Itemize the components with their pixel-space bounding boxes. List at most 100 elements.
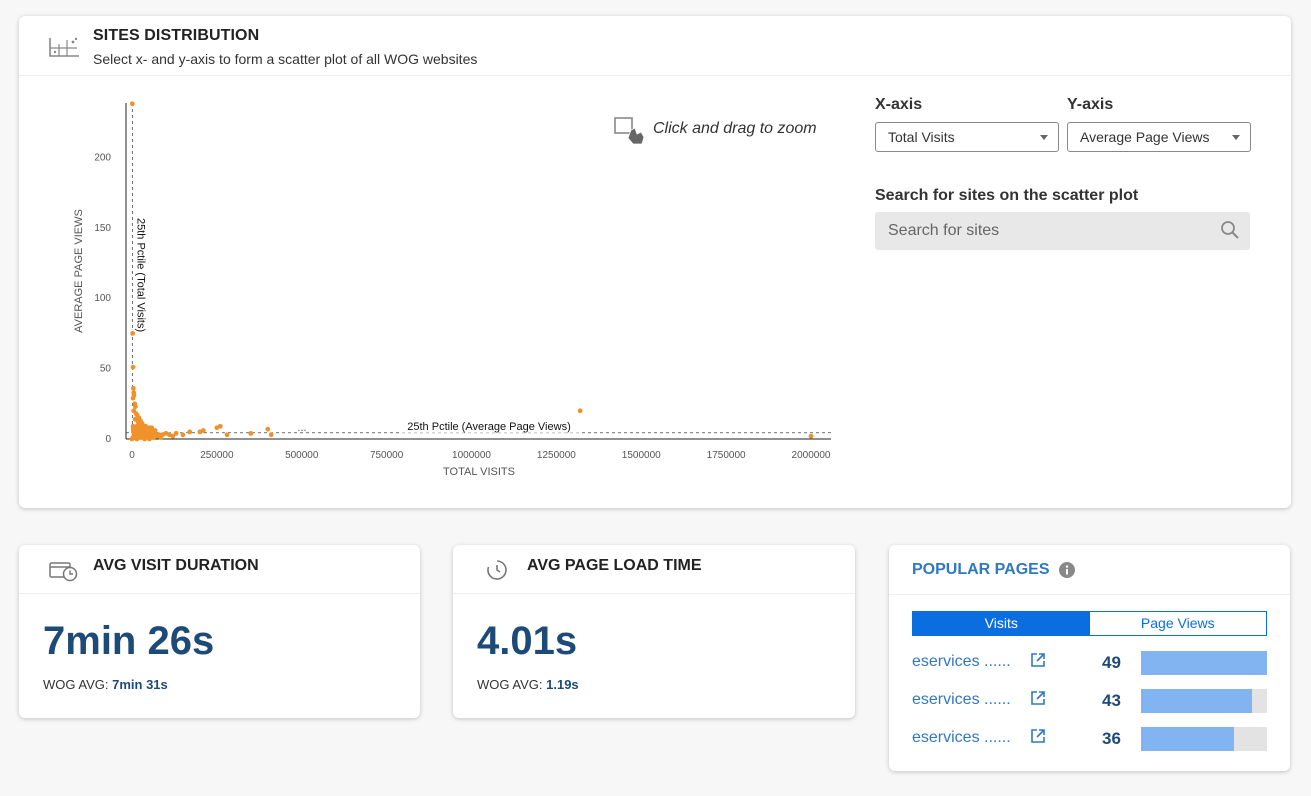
- y-tick-label: 50: [100, 364, 112, 375]
- x-tick-label: 250000: [200, 450, 234, 461]
- scatter-point: [135, 423, 141, 429]
- popular-page-bar-fill: [1141, 651, 1267, 675]
- avg-page-load-time-card: AVG PAGE LOAD TIME 4.01s WOG AVG: 1.19s: [453, 545, 855, 718]
- x-tick-label: 0: [129, 450, 135, 461]
- wog-avg-label: WOG AVG:: [43, 677, 109, 692]
- scatter-point: [173, 430, 179, 436]
- popular-page-bar-track: [1141, 727, 1267, 751]
- scatter-point: [130, 330, 136, 336]
- y-tick-label: 200: [94, 152, 111, 163]
- scatter-point: [152, 428, 158, 433]
- popular-pages-tabs: Visits Page Views: [912, 611, 1267, 636]
- external-link-icon[interactable]: [1030, 652, 1046, 668]
- avg-visit-duration-title: AVG VISIT DURATION: [93, 557, 259, 574]
- scatter-point: [808, 433, 814, 439]
- x-tick-label: 1000000: [452, 450, 491, 461]
- scatter-point: [130, 385, 136, 391]
- popular-page-bar-fill: [1141, 689, 1252, 713]
- wog-avg-page-load-time: WOG AVG: 1.19s: [477, 677, 579, 692]
- scatter-point: [134, 433, 140, 439]
- scatter-point: [130, 395, 136, 401]
- x-tick-label: 500000: [285, 450, 319, 461]
- avg-page-load-time-header: AVG PAGE LOAD TIME: [453, 545, 855, 594]
- scatter-point: [136, 428, 142, 433]
- scatter-point: [187, 429, 193, 435]
- y-axis-label: Y-axis: [1067, 96, 1114, 113]
- x-axis-select[interactable]: Total Visits: [875, 122, 1059, 152]
- x-tick-label: 1250000: [537, 450, 576, 461]
- scatter-point: [132, 429, 138, 435]
- ref-label-bg: [399, 419, 579, 433]
- popular-pages-title: POPULAR PAGES: [912, 561, 1050, 578]
- search-sites-input[interactable]: [875, 212, 1215, 250]
- x-tick-label: 1750000: [707, 450, 746, 461]
- scatter-point: [158, 435, 164, 440]
- avg-visit-duration-header: AVG VISIT DURATION: [19, 545, 420, 594]
- scatter-point: [138, 432, 143, 438]
- tab-page-views[interactable]: Page Views: [1089, 612, 1266, 635]
- scatter-point: [180, 432, 186, 438]
- browser-clock-icon: [49, 562, 78, 582]
- popular-page-value: 36: [1102, 729, 1121, 748]
- scatter-point: [132, 416, 138, 422]
- popular-page-bar-track: [1141, 689, 1267, 713]
- scatter-point: [143, 423, 149, 429]
- popular-page-bar-fill: [1141, 727, 1234, 751]
- history-clock-icon: [487, 560, 507, 580]
- external-link-icon[interactable]: [1030, 690, 1046, 706]
- ref-label-total-visits: 25th Pctile (Total Visits): [134, 218, 146, 332]
- popular-page-value: 43: [1102, 691, 1121, 710]
- scatter-point: [224, 432, 230, 438]
- x-tick-label: 750000: [370, 450, 404, 461]
- scatter-point: [200, 428, 206, 433]
- chevron-down-icon: [1040, 135, 1048, 140]
- scatter-point: [268, 432, 274, 438]
- scatter-point: [145, 432, 151, 438]
- avg-visit-duration-value: 7min 26s: [43, 619, 215, 663]
- popular-page-row: eservices ...... 43: [912, 688, 1267, 714]
- popular-page-link[interactable]: eservices ......: [912, 691, 1011, 708]
- drag-zoom-icon: [614, 117, 645, 145]
- x-axis-select-value: Total Visits: [888, 129, 955, 145]
- y-tick-label: 0: [105, 434, 111, 445]
- scatter-point: [132, 404, 138, 410]
- wog-avg-visit-duration: WOG AVG: 7min 31s: [43, 677, 168, 692]
- scatter-plot[interactable]: 0 250000 500000 750000 1000000 1250000 1500000…: [19, 76, 849, 506]
- search-icon[interactable]: [1220, 220, 1240, 240]
- scatter-point: [217, 423, 223, 429]
- scatter-point: [577, 408, 583, 414]
- x-tick-label: 2000000: [792, 450, 831, 461]
- scatter-point: [147, 436, 152, 442]
- scatter-point: [131, 425, 137, 431]
- scatter-point: [130, 435, 136, 440]
- y-tick-label: 150: [94, 223, 111, 234]
- wog-avg-label: WOG AVG:: [477, 677, 543, 692]
- tab-visits[interactable]: Visits: [913, 612, 1090, 635]
- popular-page-link[interactable]: eservices ......: [912, 729, 1011, 746]
- wog-avg-value: 7min 31s: [112, 677, 168, 692]
- sites-distribution-title: SITES DISTRIBUTION: [93, 27, 260, 44]
- scatter-chart-icon: [49, 37, 79, 57]
- x-axis-label: X-axis: [875, 96, 923, 113]
- chart-ellipsis: ...: [297, 422, 306, 434]
- scatter-point: [149, 430, 155, 436]
- scatter-point: [148, 426, 154, 432]
- scatter-point: [129, 101, 135, 107]
- x-tick-label: 1500000: [622, 450, 661, 461]
- info-icon[interactable]: [1059, 562, 1075, 578]
- popular-pages-divider: [889, 594, 1290, 595]
- search-sites-box: [875, 212, 1250, 250]
- scatter-point: [130, 364, 136, 370]
- popular-page-link[interactable]: eservices ......: [912, 653, 1011, 670]
- y-axis-select[interactable]: Average Page Views: [1067, 122, 1251, 152]
- popular-pages-card: POPULAR PAGES Visits Page Views eservice…: [889, 545, 1290, 771]
- avg-visit-duration-card: AVG VISIT DURATION 7min 26s WOG AVG: 7mi…: [19, 545, 420, 718]
- scatter-point: [142, 433, 147, 439]
- y-tick-label: 100: [94, 293, 111, 304]
- x-axis-title: TOTAL VISITS: [443, 466, 515, 478]
- y-axis-title: AVERAGE PAGE VIEWS: [73, 209, 85, 333]
- external-link-icon[interactable]: [1030, 728, 1046, 744]
- sites-distribution-header: SITES DISTRIBUTION Select x- and y-axis …: [19, 16, 1291, 76]
- popular-page-bar-track: [1141, 651, 1267, 675]
- popular-page-value: 49: [1102, 653, 1121, 672]
